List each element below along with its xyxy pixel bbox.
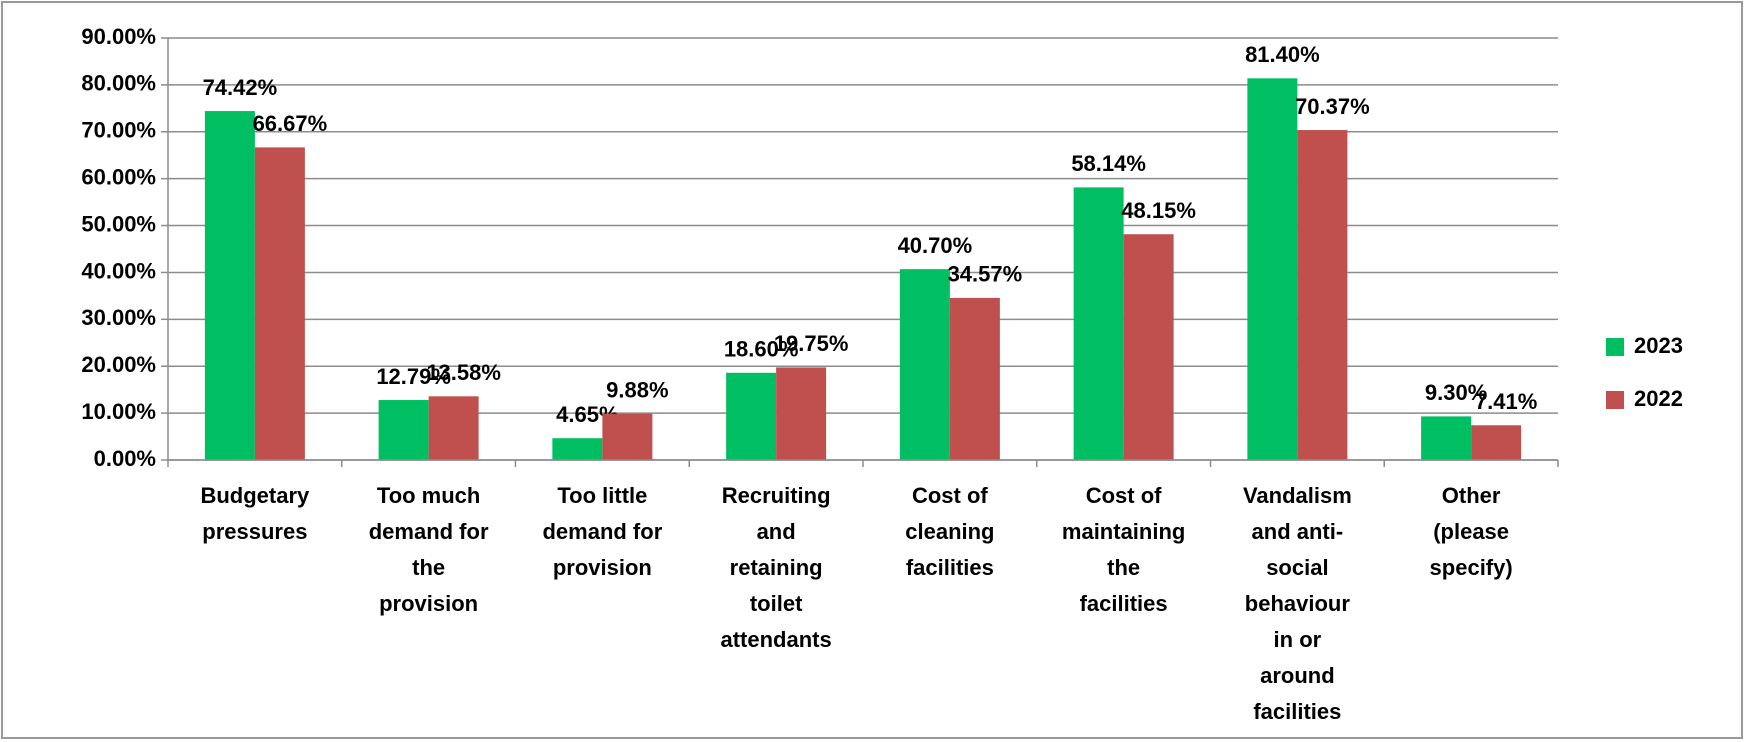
legend-label: 2023	[1634, 333, 1683, 358]
y-tick-label: 10.00%	[81, 399, 156, 424]
y-tick-label: 20.00%	[81, 352, 156, 377]
x-tick-label: Cost of cleaning facilities	[905, 483, 994, 580]
data-label: 13.58%	[426, 360, 501, 385]
x-tick-label: Vandalism and anti-social behaviour in or ar…	[1243, 483, 1352, 724]
y-tick-label: 50.00%	[81, 211, 156, 236]
data-label: 58.14%	[1071, 151, 1146, 176]
x-tick-label: Budgetary pressures	[200, 483, 310, 544]
y-tick-label: 60.00%	[81, 164, 156, 189]
x-tick-label: Too much demand for the provision	[369, 483, 489, 616]
legend-label: 2022	[1634, 386, 1683, 411]
bar	[1247, 78, 1298, 460]
bar	[204, 111, 255, 460]
bar	[428, 396, 479, 460]
bar	[254, 147, 305, 460]
bar	[378, 400, 429, 460]
bar	[602, 413, 653, 460]
x-tick-label: Too little demand for provision	[542, 483, 662, 580]
data-label: 9.88%	[606, 377, 668, 402]
x-tick-label: Cost of maintaining the facilities	[1062, 483, 1185, 616]
bar	[899, 269, 950, 460]
bar	[1297, 130, 1348, 460]
data-label: 12.79%	[376, 364, 451, 389]
data-label: 81.40%	[1245, 42, 1320, 67]
data-label: 34.57%	[948, 262, 1023, 287]
y-tick-label: 90.00%	[81, 24, 156, 49]
y-tick-label: 30.00%	[81, 305, 156, 330]
legend-swatch	[1606, 338, 1624, 356]
bar	[1073, 187, 1124, 460]
bar	[726, 372, 777, 460]
x-tick-label: Recruiting and retaining toilet attendants	[721, 483, 832, 652]
bar	[1421, 416, 1472, 460]
y-tick-label: 80.00%	[81, 71, 156, 96]
data-label: 9.30%	[1425, 380, 1487, 405]
x-tick-label: Other (please specify)	[1430, 483, 1513, 580]
data-label: 70.37%	[1295, 94, 1370, 119]
data-label: 7.41%	[1475, 389, 1537, 414]
data-label: 66.67%	[253, 111, 328, 136]
legend-swatch	[1606, 391, 1624, 409]
bar	[1123, 234, 1174, 460]
y-tick-label: 0.00%	[94, 446, 156, 471]
bar	[776, 367, 827, 460]
data-label: 48.15%	[1121, 198, 1196, 223]
bar	[1471, 425, 1522, 460]
data-label: 19.75%	[774, 331, 849, 356]
y-tick-label: 70.00%	[81, 118, 156, 143]
bar	[949, 297, 1000, 460]
y-tick-label: 40.00%	[81, 258, 156, 283]
data-label: 74.42%	[203, 75, 278, 100]
data-label: 40.70%	[898, 233, 973, 258]
bar	[552, 438, 603, 460]
data-label: 18.60%	[724, 337, 799, 362]
